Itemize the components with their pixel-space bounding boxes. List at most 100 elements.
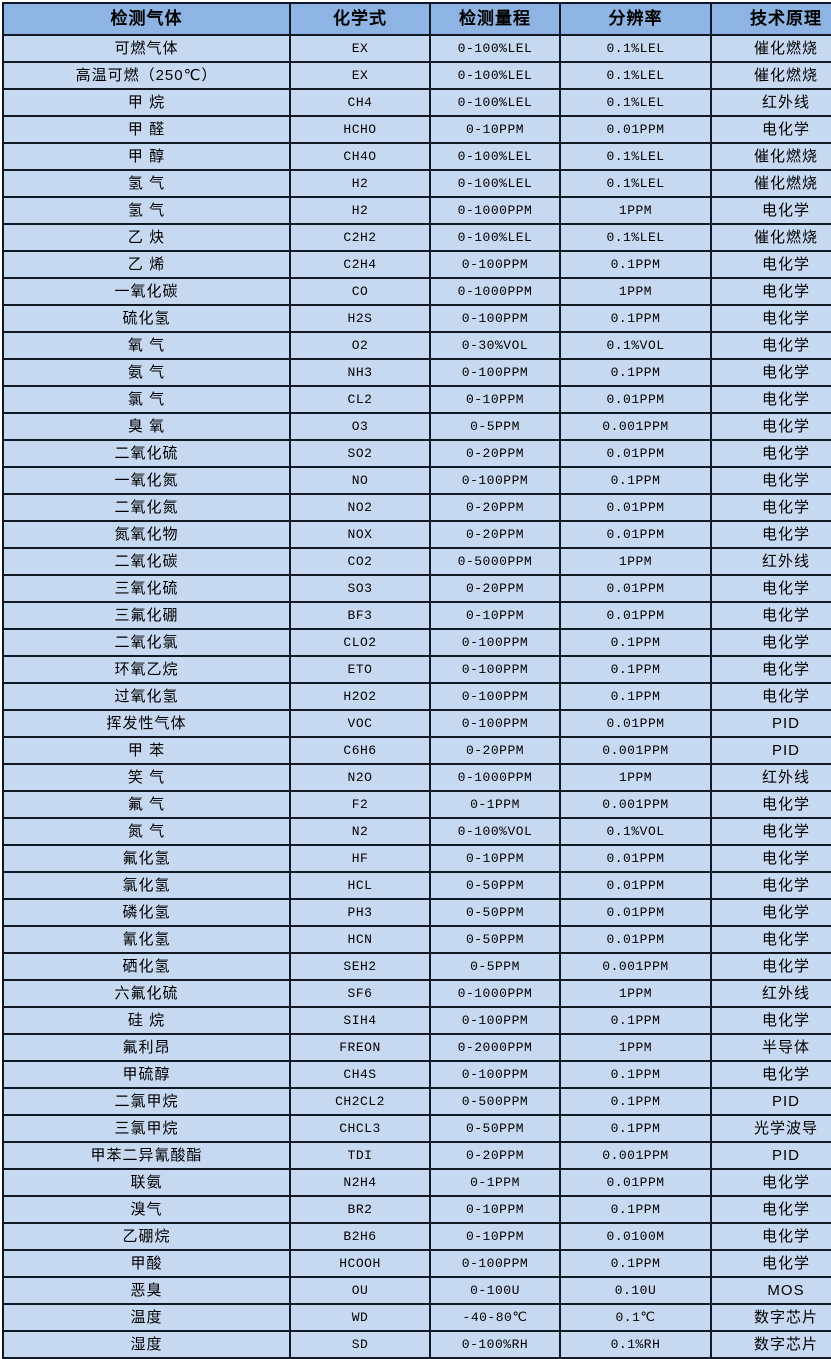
cell-gas-name: 氟 气: [2, 790, 291, 819]
cell-resolution: 0.1PPM: [559, 655, 712, 684]
cell-formula: NH3: [289, 358, 431, 387]
cell-technology: 电化学: [710, 574, 831, 603]
cell-formula: CL2: [289, 385, 431, 414]
cell-gas-name: 三氯甲烷: [2, 1114, 291, 1143]
cell-resolution: 0.001PPM: [559, 412, 712, 441]
cell-gas-name: 恶臭: [2, 1276, 291, 1305]
cell-range: 0-50PPM: [429, 925, 561, 954]
cell-resolution: 0.1PPM: [559, 628, 712, 657]
cell-range: 0-20PPM: [429, 439, 561, 468]
cell-formula: CO: [289, 277, 431, 306]
cell-gas-name: 过氧化氢: [2, 682, 291, 711]
cell-technology: 电化学: [710, 601, 831, 630]
cell-resolution: 0.01PPM: [559, 439, 712, 468]
cell-resolution: 0.01PPM: [559, 574, 712, 603]
cell-range: 0-10PPM: [429, 601, 561, 630]
cell-resolution: 0.1PPM: [559, 1195, 712, 1224]
table-header-row: 检测气体 化学式 检测量程 分辨率 技术原理 寿 命: [2, 2, 831, 36]
cell-technology: 电化学: [710, 115, 831, 144]
cell-resolution: 0.01PPM: [559, 871, 712, 900]
cell-range: 0-20PPM: [429, 736, 561, 765]
cell-formula: EX: [289, 61, 431, 90]
cell-resolution: 1PPM: [559, 277, 712, 306]
cell-range: 0-100%LEL: [429, 169, 561, 198]
cell-range: 0-100PPM: [429, 628, 561, 657]
cell-gas-name: 甲 醇: [2, 142, 291, 171]
cell-range: 0-10PPM: [429, 385, 561, 414]
cell-technology: 电化学: [710, 304, 831, 333]
cell-gas-name: 甲 苯: [2, 736, 291, 765]
cell-technology: 红外线: [710, 763, 831, 792]
cell-range: 0-20PPM: [429, 1141, 561, 1170]
cell-range: 0-20PPM: [429, 493, 561, 522]
cell-formula: B2H6: [289, 1222, 431, 1251]
cell-technology: 电化学: [710, 844, 831, 873]
cell-range: 0-10PPM: [429, 1222, 561, 1251]
cell-technology: 电化学: [710, 817, 831, 846]
cell-technology: 催化燃烧: [710, 142, 831, 171]
cell-resolution: 0.1PPM: [559, 682, 712, 711]
cell-technology: 电化学: [710, 331, 831, 360]
cell-formula: F2: [289, 790, 431, 819]
cell-technology: 电化学: [710, 898, 831, 927]
cell-resolution: 0.1PPM: [559, 1114, 712, 1143]
cell-formula: HCOOH: [289, 1249, 431, 1278]
cell-resolution: 0.1%VOL: [559, 817, 712, 846]
cell-formula: SEH2: [289, 952, 431, 981]
cell-technology: 电化学: [710, 628, 831, 657]
cell-gas-name: 一氧化氮: [2, 466, 291, 495]
cell-range: 0-5PPM: [429, 412, 561, 441]
cell-technology: 电化学: [710, 385, 831, 414]
cell-resolution: 0.1%LEL: [559, 142, 712, 171]
cell-range: 0-50PPM: [429, 871, 561, 900]
cell-range: 0-100PPM: [429, 1006, 561, 1035]
cell-technology: PID: [710, 1087, 831, 1116]
cell-resolution: 0.1%LEL: [559, 61, 712, 90]
cell-gas-name: 氢 气: [2, 196, 291, 225]
cell-resolution: 0.01PPM: [559, 601, 712, 630]
cell-formula: H2O2: [289, 682, 431, 711]
cell-gas-name: 甲酸: [2, 1249, 291, 1278]
cell-resolution: 0.01PPM: [559, 709, 712, 738]
cell-formula: CLO2: [289, 628, 431, 657]
cell-gas-name: 温度: [2, 1303, 291, 1332]
cell-formula: ETO: [289, 655, 431, 684]
cell-resolution: 0.01PPM: [559, 1168, 712, 1197]
cell-gas-name: 氰化氢: [2, 925, 291, 954]
cell-gas-name: 氢 气: [2, 169, 291, 198]
cell-formula: EX: [289, 34, 431, 63]
cell-formula: FREON: [289, 1033, 431, 1062]
cell-range: 0-100PPM: [429, 304, 561, 333]
cell-resolution: 1PPM: [559, 1033, 712, 1062]
cell-technology: 电化学: [710, 520, 831, 549]
cell-formula: HCHO: [289, 115, 431, 144]
cell-formula: NO: [289, 466, 431, 495]
cell-range: 0-100PPM: [429, 466, 561, 495]
table-header: 检测气体 化学式 检测量程 分辨率 技术原理 寿 命: [2, 2, 831, 36]
cell-range: 0-100PPM: [429, 250, 561, 279]
cell-range: 0-20PPM: [429, 520, 561, 549]
cell-formula: BR2: [289, 1195, 431, 1224]
cell-resolution: 0.001PPM: [559, 736, 712, 765]
cell-range: 0-100%VOL: [429, 817, 561, 846]
cell-range: 0-10PPM: [429, 1195, 561, 1224]
cell-gas-name: 硫化氢: [2, 304, 291, 333]
cell-gas-name: 溴气: [2, 1195, 291, 1224]
cell-range: 0-100%LEL: [429, 88, 561, 117]
